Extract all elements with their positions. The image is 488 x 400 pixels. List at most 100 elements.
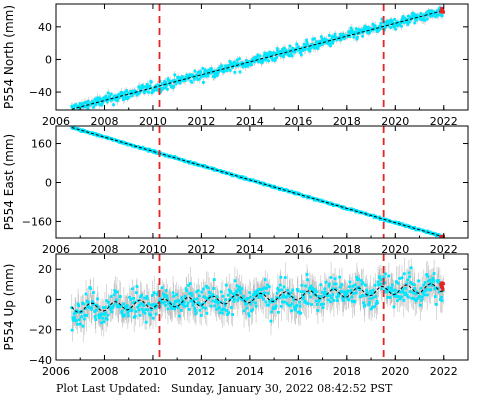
observation-point [400, 24, 403, 28]
observation-point [283, 300, 287, 304]
observation-point [270, 51, 273, 55]
observation-point [362, 301, 366, 305]
observation-point [160, 82, 164, 86]
observation-point [232, 299, 236, 303]
observation-point [349, 31, 352, 35]
observation-point [161, 301, 165, 305]
observation-point [428, 278, 432, 282]
observation-point [149, 80, 153, 84]
observation-point [327, 284, 331, 288]
observation-point [119, 94, 122, 97]
observation-point [150, 303, 154, 307]
observation-point [206, 69, 209, 73]
observation-point [106, 300, 110, 304]
observation-point [215, 307, 218, 311]
x-tick-label: 2014 [236, 115, 264, 128]
observation-point [437, 290, 441, 294]
observation-point [191, 299, 194, 303]
observation-point [421, 18, 425, 22]
observation-point [105, 299, 109, 303]
observation-point [225, 309, 229, 312]
observation-point [332, 299, 336, 302]
y-tick-label: −40 [29, 354, 52, 367]
observation-point [425, 293, 429, 297]
observation-point [389, 26, 393, 29]
x-tick-label: 2022 [430, 115, 458, 128]
observation-point [216, 72, 220, 76]
x-tick-label: 2022 [430, 365, 458, 378]
observation-point [214, 300, 217, 304]
observation-point [244, 64, 248, 68]
observation-point [291, 47, 295, 50]
observation-point [399, 290, 403, 294]
observation-point [319, 41, 323, 44]
observation-point [305, 301, 308, 305]
plot-area-2 [70, 126, 445, 238]
observation-point [94, 103, 98, 107]
observation-point [253, 59, 257, 63]
observation-point [144, 320, 148, 324]
observation-point [228, 60, 232, 63]
observation-point [125, 304, 129, 308]
observation-point [123, 97, 126, 101]
observation-point [331, 287, 335, 291]
observation-point [389, 290, 393, 294]
observation-point [395, 295, 399, 298]
observation-point [323, 290, 327, 294]
observation-point [289, 304, 292, 307]
observation-point [123, 90, 127, 94]
plot-updated-footer: Plot Last Updated: Sunday, January 30, 2… [56, 382, 392, 395]
observation-point [254, 304, 258, 308]
model-trend-line [71, 127, 444, 238]
observation-point [370, 292, 374, 295]
observation-point [346, 33, 350, 37]
observation-point [227, 64, 231, 67]
observation-point [374, 295, 378, 298]
observation-point [147, 302, 151, 306]
observation-point [120, 309, 124, 313]
x-tick-label: 2012 [187, 365, 215, 378]
observation-point [430, 9, 434, 13]
observation-point [129, 89, 133, 93]
observation-point [246, 60, 250, 64]
observation-point [117, 96, 121, 100]
observation-point [425, 11, 429, 15]
observation-point [423, 281, 427, 284]
observation-point [211, 293, 215, 297]
observation-point [143, 311, 147, 315]
observation-point [132, 91, 136, 95]
observation-point [247, 312, 251, 316]
observation-point [165, 87, 169, 91]
observation-point [161, 292, 165, 296]
observation-point [144, 88, 148, 92]
observation-point [232, 64, 236, 67]
observation-point [96, 297, 99, 301]
x-tick-label: 2014 [236, 365, 264, 378]
observation-point [124, 94, 128, 98]
observation-point [234, 62, 238, 66]
observation-point [388, 296, 392, 299]
observation-point [326, 42, 330, 46]
observation-point [147, 90, 150, 94]
observation-point [210, 67, 213, 71]
observation-point [401, 288, 405, 292]
observation-point [200, 290, 204, 294]
observation-point [174, 82, 178, 86]
observation-point [280, 288, 284, 292]
observation-point [145, 297, 149, 300]
observation-point [94, 318, 98, 321]
observation-point [440, 299, 444, 303]
observation-point [77, 318, 81, 322]
observation-point [265, 303, 269, 307]
observation-point [166, 307, 170, 311]
observations-2 [70, 126, 445, 238]
observation-point [341, 32, 345, 36]
y-axis-3: −40 −20 0 20 [29, 263, 468, 367]
observation-point [273, 59, 277, 62]
observation-point [236, 288, 240, 292]
observation-point [256, 296, 260, 299]
observation-point [93, 310, 97, 313]
observation-point [290, 54, 294, 58]
observation-point [203, 301, 206, 305]
observation-point [393, 18, 397, 21]
